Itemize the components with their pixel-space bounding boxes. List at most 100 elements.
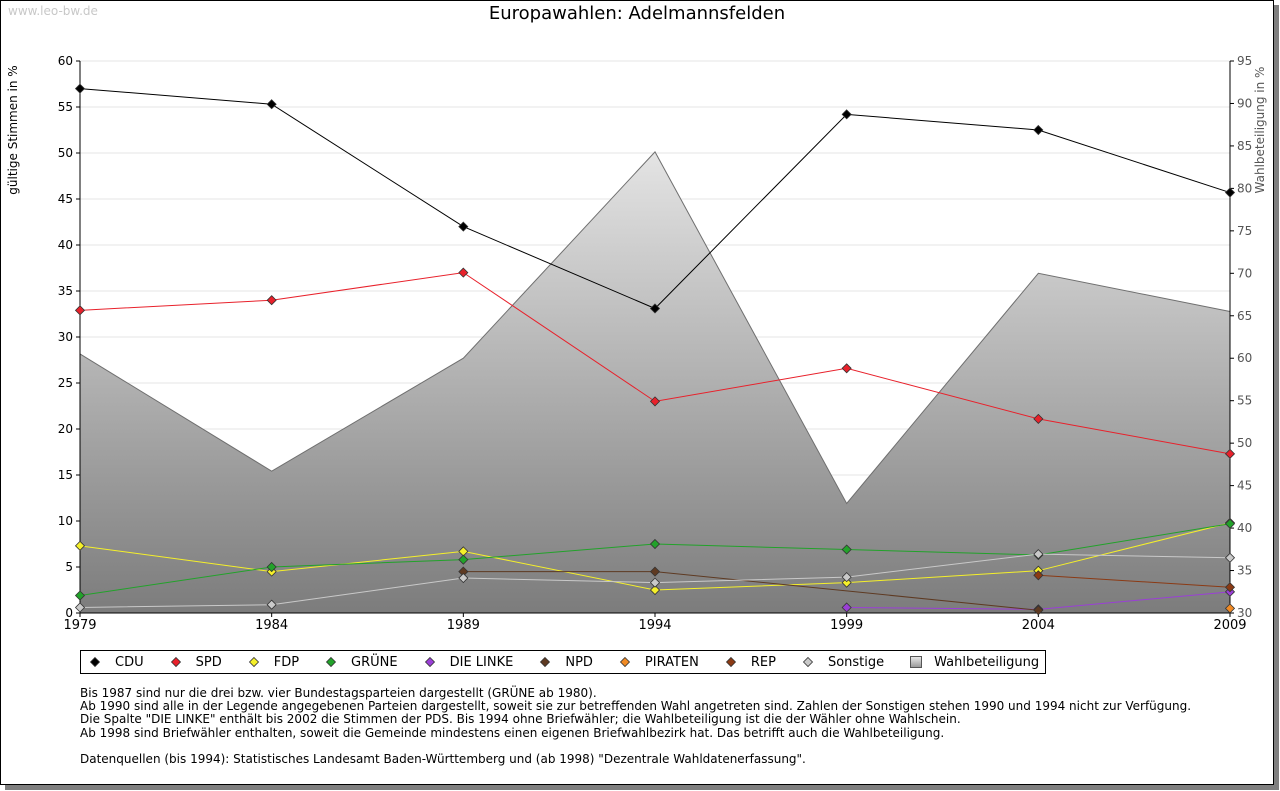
legend-marker-npd bbox=[540, 656, 551, 668]
legend-label: DIE LINKE bbox=[449, 654, 514, 670]
y2-tick-label: 60 bbox=[1237, 351, 1252, 365]
data-point-gr-ne bbox=[266, 561, 277, 573]
y-tick-label: 30 bbox=[58, 330, 73, 344]
y-tick-label: 10 bbox=[58, 514, 73, 528]
chart-svg: 0 5 10 15 20 25 30 35 40 45 50 55 60 30 35 40 45 50 55 60 65… bbox=[6, 54, 1267, 633]
data-point-cdu bbox=[74, 83, 86, 94]
data-point-rep bbox=[1033, 570, 1044, 581]
legend: CDU SPD FDP GRÜNE DIE LINKE NPD PIRATEN REP Sons… bbox=[80, 650, 1047, 674]
y-tick-label: 25 bbox=[58, 376, 73, 390]
legend-marker-cdu bbox=[89, 656, 101, 668]
x-tick-label: 1984 bbox=[255, 618, 288, 633]
y2-tick-label: 90 bbox=[1237, 96, 1252, 110]
x-tick-label: 1979 bbox=[63, 618, 96, 633]
data-point-npd bbox=[1033, 605, 1044, 616]
chart-title: Europawahlen: Adelmannsfelden bbox=[488, 3, 786, 24]
legend-marker-gr-ne bbox=[325, 656, 337, 668]
data-point-sonstige bbox=[74, 602, 86, 613]
y2-tick-label: 55 bbox=[1237, 394, 1252, 408]
legend-item-gr-ne: GRÜNE bbox=[325, 655, 398, 670]
y2-tick-label: 95 bbox=[1237, 54, 1252, 68]
legend-item-spd: SPD bbox=[170, 655, 222, 670]
data-point-spd bbox=[74, 305, 86, 316]
legend-marker-wahlbeteiligung bbox=[910, 656, 923, 668]
notes: Bis 1987 sind nur die drei bzw. vier Bun… bbox=[80, 686, 1192, 766]
x-tick-label: 2004 bbox=[1022, 618, 1055, 633]
data-point-cdu bbox=[266, 99, 277, 110]
data-point-cdu bbox=[841, 109, 852, 120]
legend-item-wahlbeteiligung: Wahlbeteiligung bbox=[910, 655, 1039, 670]
y2-tick-label: 30 bbox=[1237, 606, 1252, 620]
note-line-3: Die Spalte "DIE LINKE" enthält bis 2002 … bbox=[80, 712, 961, 727]
y-tick-label: 15 bbox=[58, 468, 73, 482]
data-point-spd bbox=[1224, 448, 1236, 459]
data-point-spd bbox=[841, 363, 852, 374]
series-line-rep bbox=[1038, 574, 1231, 588]
legend-item-rep: REP bbox=[725, 655, 776, 670]
data-point-cdu bbox=[1224, 187, 1236, 198]
legend-marker-rep bbox=[725, 656, 736, 668]
legend-item-piraten: PIRATEN bbox=[619, 655, 699, 670]
x-tick-label: 1999 bbox=[830, 618, 863, 633]
data-point-cdu bbox=[649, 303, 661, 314]
y2-tick-label: 65 bbox=[1237, 309, 1252, 323]
data-point-spd bbox=[458, 267, 469, 278]
data-point-gr-ne bbox=[74, 590, 86, 601]
y2-tick-label: 35 bbox=[1237, 564, 1252, 578]
data-point-gr-ne bbox=[1224, 518, 1236, 529]
y2-tick-label: 40 bbox=[1237, 521, 1252, 535]
data-point-npd bbox=[649, 566, 661, 577]
data-point-fdp bbox=[649, 584, 661, 596]
y-tick-label: 45 bbox=[58, 192, 73, 206]
y-tick-label: 20 bbox=[58, 422, 73, 436]
legend-label: FDP bbox=[273, 654, 300, 670]
data-point-sonstige bbox=[266, 599, 277, 610]
y-tick-label: 50 bbox=[58, 146, 73, 160]
data-point-sonstige bbox=[1224, 552, 1236, 563]
note-line-4: Ab 1998 sind Briefwähler enthalten, sowe… bbox=[80, 725, 945, 740]
x-tick-label: 2009 bbox=[1213, 618, 1246, 633]
legend-marker-piraten bbox=[619, 656, 630, 668]
y2-tick-label: 50 bbox=[1237, 436, 1252, 450]
data-point-piraten bbox=[1224, 603, 1236, 614]
note-line-2: Ab 1990 sind alle in der Legende angegeb… bbox=[80, 699, 1192, 714]
legend-label: GRÜNE bbox=[351, 654, 398, 670]
legend-label: REP bbox=[750, 654, 776, 670]
legend-label: NPD bbox=[565, 654, 593, 670]
data-point-spd bbox=[266, 295, 277, 306]
y-tick-label: 0 bbox=[65, 606, 73, 620]
legend-label: Sonstige bbox=[827, 654, 885, 670]
data-point-cdu bbox=[458, 221, 469, 232]
data-point-gr-ne bbox=[649, 538, 661, 550]
legend-label: CDU bbox=[115, 654, 144, 670]
y2-tick-label: 70 bbox=[1237, 266, 1252, 280]
legend-marker-spd bbox=[170, 656, 181, 668]
data-point-fdp bbox=[74, 540, 86, 551]
legend-label: SPD bbox=[195, 654, 222, 670]
y2-tick-label: 75 bbox=[1237, 224, 1252, 238]
legend-item-sonstige: Sonstige bbox=[802, 655, 884, 670]
legend-item-npd: NPD bbox=[539, 655, 593, 670]
y2-axis-title: Wahlbeteiligung in % bbox=[1253, 67, 1267, 194]
y-tick-label: 60 bbox=[58, 54, 73, 68]
watermark: www.leo-bw.de bbox=[8, 4, 98, 18]
turnout-line bbox=[79, 151, 1231, 505]
data-point-fdp bbox=[841, 577, 852, 588]
note-line-1: Bis 1987 sind nur die drei bzw. vier Bun… bbox=[80, 686, 597, 700]
data-point-sonstige bbox=[458, 572, 469, 584]
data-point-rep bbox=[1224, 582, 1236, 593]
x-tick-label: 1989 bbox=[447, 618, 480, 633]
data-point-gr-ne bbox=[458, 554, 469, 565]
y-tick-label: 40 bbox=[58, 238, 73, 252]
y-tick-label: 35 bbox=[58, 284, 73, 298]
data-point-sonstige bbox=[841, 572, 852, 583]
legend-marker-sonstige bbox=[802, 656, 814, 668]
legend-marker-die-linke bbox=[424, 656, 435, 668]
legend-label: Wahlbeteiligung bbox=[934, 654, 1040, 670]
legend-label: PIRATEN bbox=[644, 654, 699, 670]
legend-item-die-linke: DIE LINKE bbox=[424, 654, 514, 670]
legend-item-fdp: FDP bbox=[248, 655, 299, 670]
legend-item-cdu: CDU bbox=[89, 655, 144, 670]
y2-tick-label: 85 bbox=[1237, 139, 1252, 153]
y2-tick-label: 80 bbox=[1237, 181, 1252, 195]
